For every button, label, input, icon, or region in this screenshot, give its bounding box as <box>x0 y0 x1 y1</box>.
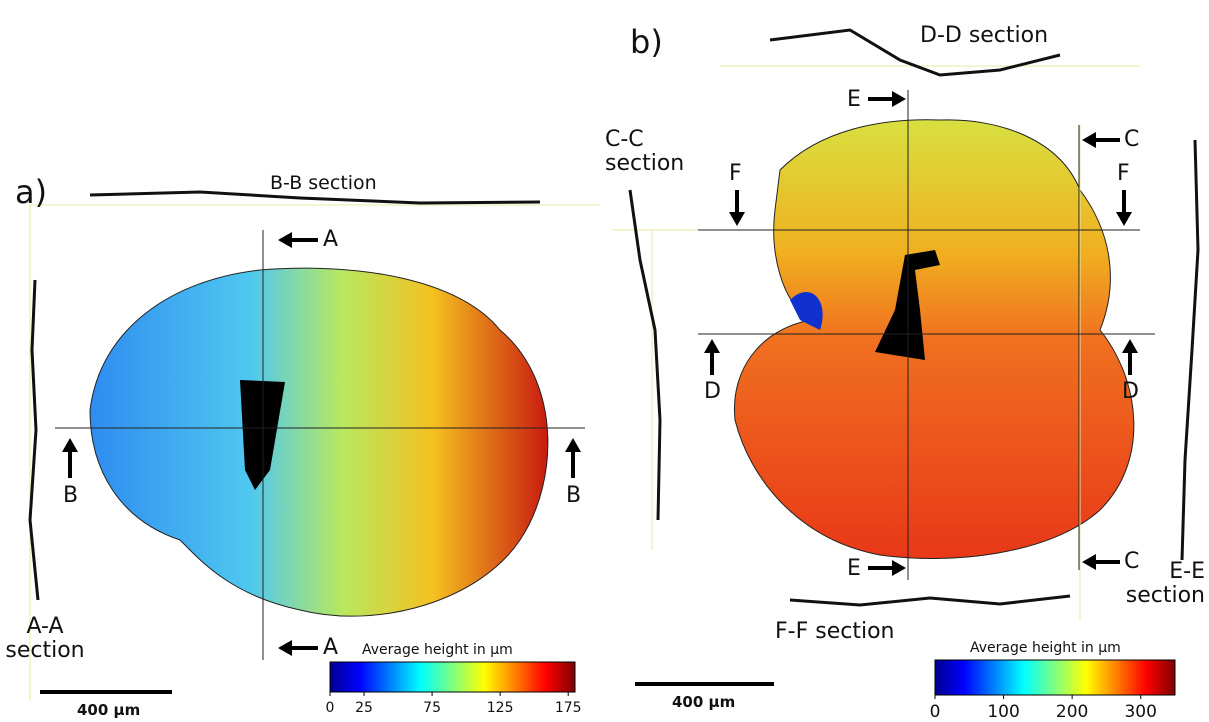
section-label: A-A section <box>5 614 85 663</box>
colorbar-tick-label: 25 <box>355 700 373 716</box>
colorbar <box>934 659 1176 696</box>
profile <box>789 594 1071 607</box>
profile <box>89 190 541 205</box>
colorbar-tick-label: 0 <box>929 702 941 722</box>
arrow-label: B <box>566 483 582 508</box>
section-label: C-C section <box>605 127 685 176</box>
arrow-label: B <box>63 483 79 508</box>
profile <box>769 28 1061 77</box>
height-map <box>89 267 549 617</box>
colorbar-tick-label: 200 <box>1055 702 1089 722</box>
colorbar-tick-label: 300 <box>1124 702 1157 722</box>
colorbar-tick-label: 175 <box>554 700 582 716</box>
arrows <box>62 232 581 656</box>
arrow-label: A <box>323 635 339 660</box>
arrow-label: E <box>847 87 861 112</box>
scale-bar-label: 400 µm <box>77 701 141 719</box>
section-label: B-B section <box>270 172 377 194</box>
height-map <box>733 119 1135 560</box>
colorbar-title: Average height in µm <box>970 640 1121 656</box>
arrow-label: C <box>1124 549 1140 574</box>
section-label: D-D section <box>920 23 1049 48</box>
colorbar-tick-label: 0 <box>325 700 335 716</box>
arrow-label: F <box>1117 161 1130 186</box>
colorbar-title: Average height in µm <box>362 642 513 658</box>
arrow-label: D <box>1122 379 1139 404</box>
panel-label: b) <box>630 23 663 61</box>
section-label: F-F section <box>775 619 895 644</box>
arrow-label: E <box>847 556 861 581</box>
arrows <box>704 91 1138 576</box>
arrow-label: F <box>729 161 742 186</box>
scale-bar-label: 400 µm <box>672 693 736 711</box>
arrow-label: D <box>704 379 721 404</box>
region <box>790 291 823 330</box>
arrow-label: A <box>323 227 339 252</box>
colorbar-tick-label: 100 <box>987 702 1020 722</box>
profile <box>28 279 40 601</box>
colorbar-tick-label: 75 <box>423 700 441 716</box>
profile <box>628 189 662 521</box>
section-label: E-E section <box>1125 559 1205 608</box>
colorbar-tick-label: 125 <box>486 700 514 716</box>
arrow-label: C <box>1124 127 1140 152</box>
colorbar <box>329 661 576 693</box>
panel-label: a) <box>15 173 48 211</box>
profile <box>1180 139 1200 561</box>
